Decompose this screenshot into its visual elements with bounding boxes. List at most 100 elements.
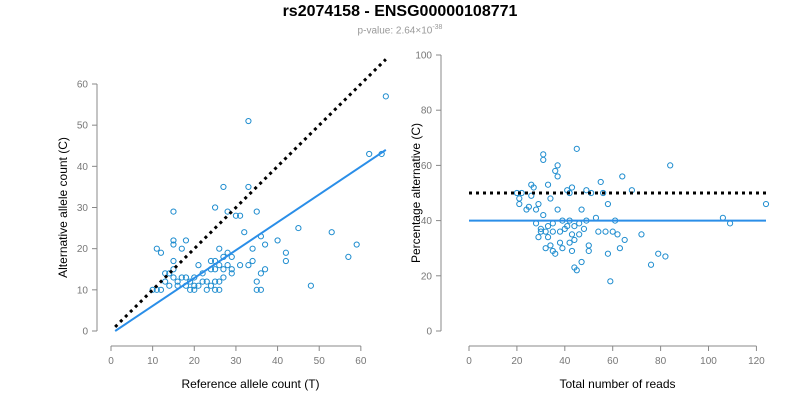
- data-point: [535, 234, 542, 241]
- y-tick-label: 0: [426, 327, 432, 338]
- data-point: [207, 257, 215, 265]
- x-tick-label: 50: [314, 356, 326, 367]
- data-point: [199, 278, 206, 285]
- data-point: [228, 266, 235, 273]
- data-point: [535, 200, 542, 208]
- data-point: [366, 150, 373, 158]
- data-point: [662, 253, 669, 260]
- data-point: [638, 231, 645, 238]
- plot-panel-1: 0 10 20 30 40 50 60 0 10 20 30 40 50 60 Reference alle…: [56, 58, 389, 391]
- data-point: [153, 245, 160, 252]
- x-tick-label: 120: [748, 356, 765, 367]
- data-point: [182, 274, 190, 281]
- data-point: [554, 162, 561, 169]
- data-point: [157, 286, 165, 293]
- data-point: [607, 278, 614, 285]
- data-point: [228, 270, 235, 277]
- data-point: [220, 274, 227, 281]
- data-point: [647, 261, 655, 268]
- data-point: [220, 266, 227, 273]
- data-point: [621, 236, 628, 244]
- data-point: [549, 228, 556, 235]
- data-point: [166, 282, 173, 289]
- data-point: [228, 253, 235, 260]
- data-point: [353, 241, 360, 248]
- data-point: [170, 266, 177, 273]
- data-point: [573, 145, 580, 152]
- data-point: [170, 237, 177, 244]
- data-point: [540, 151, 547, 158]
- data-point: [655, 250, 662, 257]
- data-point: [328, 229, 335, 236]
- data-point: [576, 231, 583, 238]
- x-tick-label: 40: [272, 356, 284, 367]
- data-point: [282, 257, 289, 265]
- data-point: [585, 242, 592, 249]
- data-point: [578, 206, 585, 213]
- data-point: [170, 257, 177, 265]
- data-point: [556, 239, 564, 246]
- data-point: [236, 212, 244, 219]
- data-point: [253, 286, 260, 293]
- y-tick-label: 60: [77, 80, 89, 91]
- x-tick-label: 0: [466, 356, 472, 367]
- data-point: [182, 237, 190, 244]
- data-point: [249, 245, 256, 252]
- x-tick-label: 30: [230, 356, 242, 367]
- fit-line: [114, 149, 387, 332]
- x-tick-label: 20: [189, 356, 201, 367]
- y-tick-label: 80: [421, 106, 433, 117]
- data-point: [282, 249, 289, 256]
- data-point: [253, 278, 260, 285]
- y-tick-label: 20: [421, 271, 433, 282]
- data-point: [554, 206, 561, 213]
- data-point: [614, 231, 621, 238]
- data-point: [274, 237, 281, 244]
- chart-title: rs2074158 - ENSG00000108771: [282, 3, 518, 20]
- data-point: [762, 200, 770, 208]
- data-point: [253, 208, 260, 215]
- data-point: [236, 262, 244, 269]
- data-point: [530, 184, 537, 191]
- data-point: [216, 286, 223, 293]
- data-point: [241, 229, 248, 236]
- y-axis-label: Alternative allele count (C): [56, 137, 70, 278]
- y-axis-label: Percentage alternative (C): [409, 123, 423, 263]
- data-point: [566, 239, 573, 246]
- data-point: [195, 282, 202, 289]
- data-point: [604, 250, 612, 257]
- data-point: [245, 262, 252, 269]
- data-point: [170, 208, 177, 215]
- data-point: [544, 234, 552, 241]
- data-point: [547, 242, 554, 249]
- data-point: [249, 257, 256, 265]
- x-tick-label: 0: [108, 356, 114, 367]
- data-point: [307, 282, 314, 289]
- data-point: [580, 225, 588, 232]
- data-point: [595, 228, 602, 235]
- x-tick-label: 60: [607, 356, 619, 367]
- data-point: [178, 274, 185, 281]
- data-point: [212, 278, 219, 285]
- data-point: [609, 228, 616, 235]
- data-point: [597, 178, 604, 186]
- data-point: [556, 228, 564, 235]
- x-axis-label: Total number of reads: [559, 377, 675, 391]
- p-value-text: p-value: 2.64×10: [357, 25, 433, 37]
- data-point: [516, 200, 523, 208]
- plot-panel-2: 0 20 40 60 80 100 120 0 20 40 60 80 100 Total number …: [409, 51, 770, 391]
- data-point: [559, 245, 566, 252]
- data-point: [564, 223, 571, 230]
- y-tick-label: 100: [415, 51, 432, 62]
- data-point: [571, 223, 578, 230]
- data-point: [261, 241, 269, 248]
- data-point: [212, 266, 219, 273]
- data-point: [245, 117, 252, 125]
- data-point: [544, 223, 552, 230]
- data-point: [232, 212, 240, 219]
- data-point: [295, 224, 302, 232]
- data-point: [568, 231, 576, 238]
- data-point: [157, 249, 165, 256]
- data-point: [216, 245, 223, 252]
